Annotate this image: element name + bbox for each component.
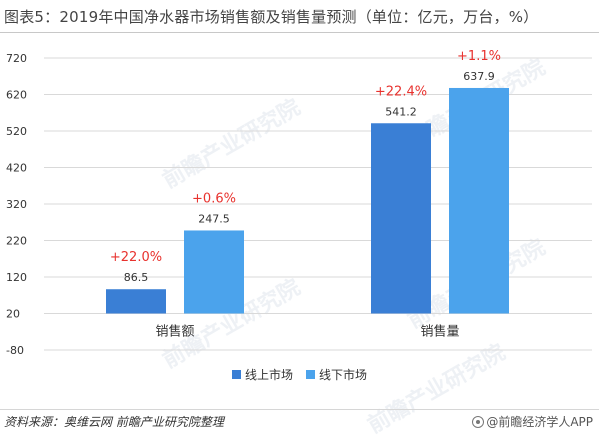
growth-label: +22.0% xyxy=(110,250,162,265)
value-label: 86.5 xyxy=(124,271,149,284)
y-tick-label: 120 xyxy=(6,271,27,284)
y-tick-label: 520 xyxy=(6,125,27,138)
footer-divider xyxy=(0,409,599,410)
growth-label: +1.1% xyxy=(457,49,501,64)
legend-swatch xyxy=(306,370,315,379)
y-tick-label: 420 xyxy=(6,162,27,175)
bar-online xyxy=(371,123,431,314)
brand-logo-icon xyxy=(472,416,485,428)
watermark-text: 前瞻产业研究院 xyxy=(158,94,304,194)
value-label: 637.9 xyxy=(463,70,495,83)
y-tick-label: -80 xyxy=(6,344,24,357)
value-label: 247.5 xyxy=(198,212,230,225)
bar-online xyxy=(106,289,166,314)
chart-title: 图表5：2019年中国净水器市场销售额及销售量预测（单位：亿元，万台，%） xyxy=(4,8,539,26)
y-tick-label: 720 xyxy=(6,52,27,65)
value-label: 541.2 xyxy=(385,105,417,118)
x-category-label: 销售额 xyxy=(155,324,194,340)
x-category-label: 销售量 xyxy=(420,324,459,340)
y-tick-label: 320 xyxy=(6,198,27,211)
legend-label: 线上市场 xyxy=(245,367,293,382)
y-tick-label: 620 xyxy=(6,89,27,102)
brand-text: @前瞻经济学人APP xyxy=(486,415,593,429)
y-tick-label: 220 xyxy=(6,235,27,248)
title-divider xyxy=(0,32,599,33)
growth-label: +22.4% xyxy=(375,84,427,99)
growth-label: +0.6% xyxy=(192,191,236,206)
y-tick-label: 20 xyxy=(6,308,20,321)
brand-credit: @前瞻经济学人APP xyxy=(472,413,593,431)
legend-label: 线下市场 xyxy=(319,367,367,382)
source-note: 资料来源：奥维云网 前瞻产业研究院整理 xyxy=(4,415,224,429)
legend-swatch xyxy=(232,370,241,379)
bar-offline xyxy=(449,87,509,314)
bar-offline xyxy=(184,230,244,314)
